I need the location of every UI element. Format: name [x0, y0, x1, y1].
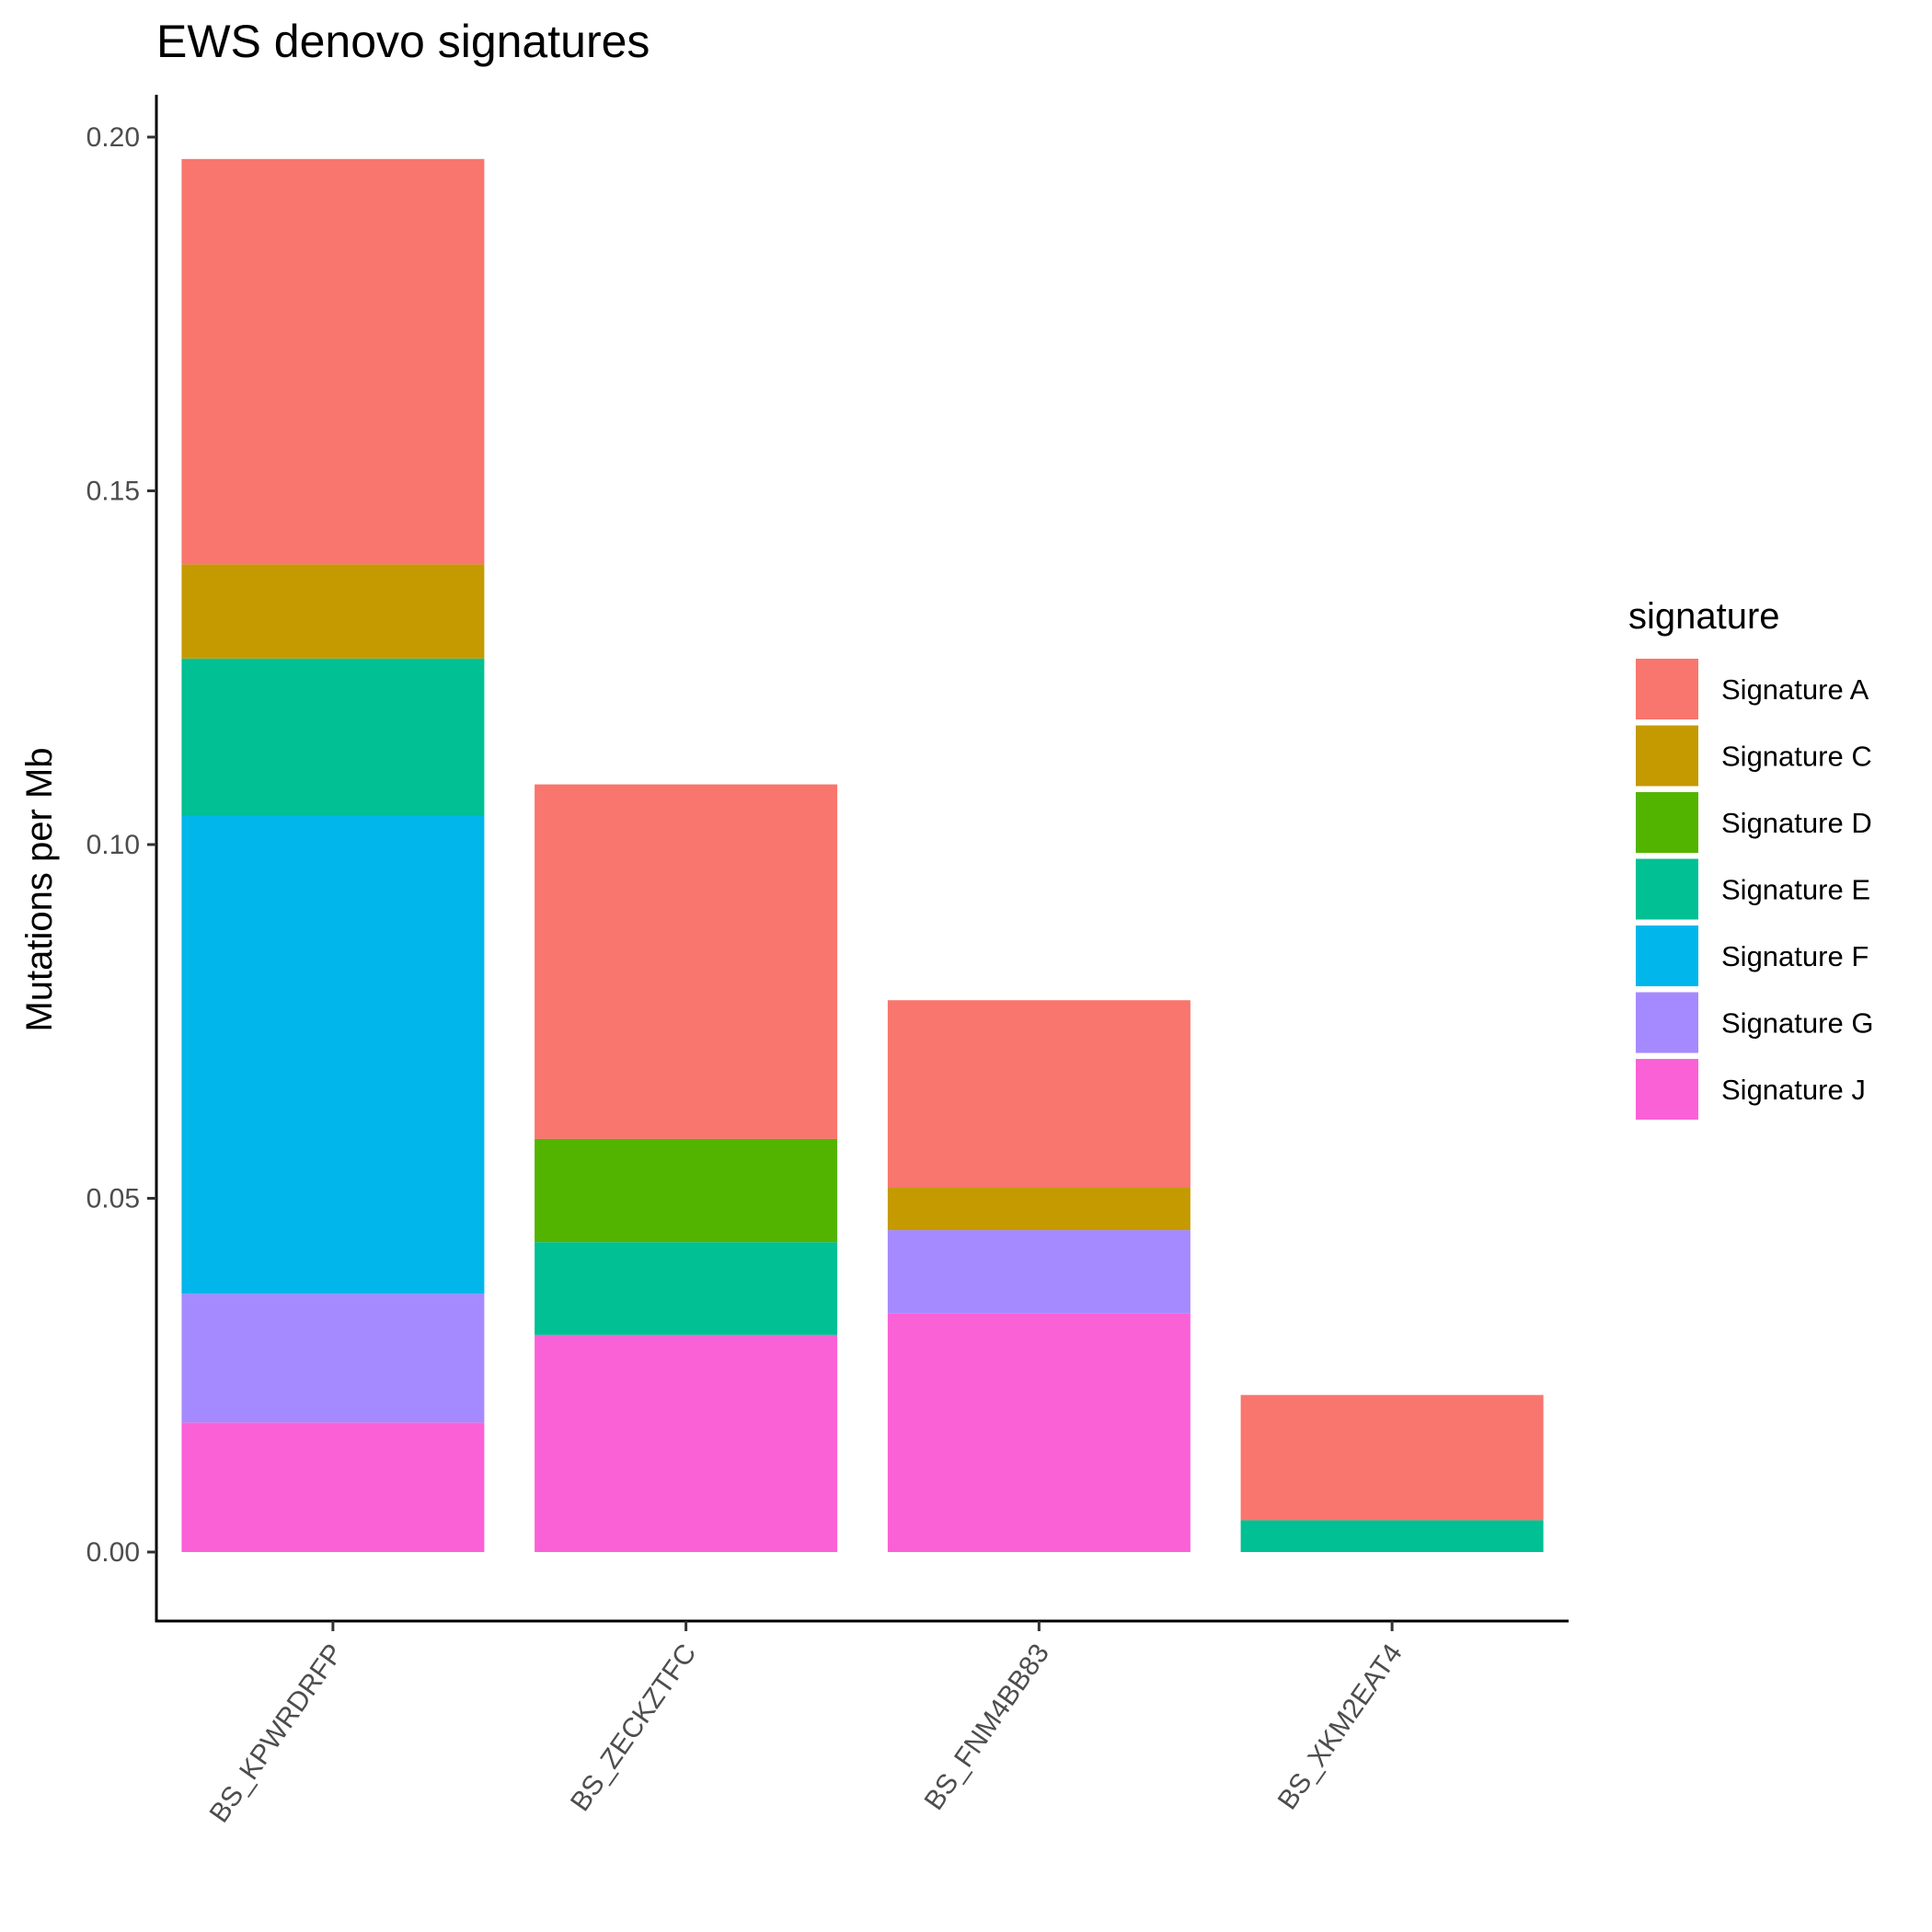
- bar-segment-BS_ZECKZTFC-signature-e: [535, 1242, 838, 1335]
- legend-label: Signature E: [1721, 874, 1870, 906]
- legend-title: signature: [1628, 596, 1780, 637]
- x-tick-label: BS_KPWRDRFP: [204, 1639, 350, 1828]
- legend-label: Signature D: [1721, 807, 1872, 839]
- chart-title: EWS denovo signatures: [156, 16, 650, 67]
- legend-label: Signature J: [1721, 1074, 1866, 1106]
- legend-label: Signature G: [1721, 1007, 1873, 1040]
- bar-segment-BS_KPWRDRFP-signature-g: [181, 1294, 485, 1423]
- legend-key-signature-j: [1636, 1059, 1698, 1120]
- bar-segment-BS_ZECKZTFC-signature-j: [535, 1334, 838, 1552]
- y-tick-label: 0.00: [86, 1537, 140, 1568]
- bar-segment-BS_FNM4BB83-signature-c: [887, 1188, 1190, 1231]
- bar-segment-BS_ZECKZTFC-signature-a: [535, 784, 838, 1139]
- y-tick-label: 0.20: [86, 122, 140, 153]
- bar-segment-BS_KPWRDRFP-signature-a: [181, 158, 485, 565]
- legend-key-signature-f: [1636, 926, 1698, 986]
- y-axis-title: Mutations per Mb: [19, 747, 60, 1031]
- y-tick-label: 0.10: [86, 830, 140, 860]
- bar-segment-BS_KPWRDRFP-signature-j: [181, 1422, 485, 1552]
- x-tick-label: BS_FNM4BB83: [919, 1639, 1055, 1815]
- legend-label: Signature A: [1721, 673, 1869, 706]
- bar-segment-BS_KPWRDRFP-signature-e: [181, 658, 485, 816]
- bar-segment-BS_XKM2EAT4-signature-e: [1240, 1520, 1544, 1552]
- bar-segment-BS_KPWRDRFP-signature-f: [181, 815, 485, 1294]
- bar-segment-BS_FNM4BB83-signature-g: [887, 1230, 1190, 1314]
- bars: [181, 158, 1544, 1552]
- bar-segment-BS_ZECKZTFC-signature-d: [535, 1138, 838, 1243]
- legend-key-signature-a: [1636, 659, 1698, 719]
- x-tick-label: BS_XKM2EAT4: [1272, 1639, 1409, 1815]
- legend-label: Signature F: [1721, 940, 1869, 972]
- y-tick-label: 0.05: [86, 1184, 140, 1214]
- bar-segment-BS_KPWRDRFP-signature-c: [181, 564, 485, 659]
- x-tick-label: BS_ZECKZTFC: [565, 1639, 702, 1817]
- legend-label: Signature C: [1721, 741, 1872, 773]
- legend-key-signature-g: [1636, 992, 1698, 1053]
- y-tick-label: 0.15: [86, 477, 140, 507]
- legend: signature Signature A Signature C Signatur…: [1628, 596, 1873, 1120]
- legend-key-signature-c: [1636, 725, 1698, 787]
- legend-key-signature-d: [1636, 792, 1698, 853]
- bar-segment-BS_XKM2EAT4-signature-a: [1240, 1395, 1544, 1521]
- bar-segment-BS_FNM4BB83-signature-a: [887, 1000, 1190, 1188]
- bar-segment-BS_FNM4BB83-signature-j: [887, 1313, 1190, 1552]
- legend-key-signature-e: [1636, 858, 1698, 920]
